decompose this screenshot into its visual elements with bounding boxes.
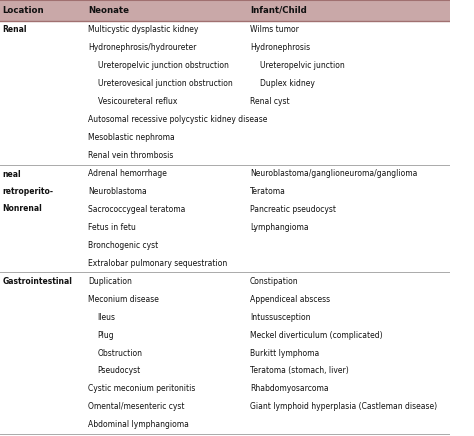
Text: Sacrococcygeal teratoma: Sacrococcygeal teratoma	[88, 205, 185, 214]
Text: Renal: Renal	[2, 25, 27, 34]
Text: Renal vein thrombosis: Renal vein thrombosis	[88, 151, 173, 160]
Text: Duplex kidney: Duplex kidney	[260, 79, 315, 88]
Text: Constipation: Constipation	[250, 277, 299, 286]
Text: Pancreatic pseudocyst: Pancreatic pseudocyst	[250, 205, 336, 214]
Text: Nonrenal: Nonrenal	[2, 204, 42, 213]
Text: Ureteropelvic junction: Ureteropelvic junction	[260, 61, 345, 70]
Text: Mesoblastic nephroma: Mesoblastic nephroma	[88, 133, 174, 142]
Text: Rhabdomyosarcoma: Rhabdomyosarcoma	[250, 385, 328, 393]
Text: Pseudocyst: Pseudocyst	[98, 367, 141, 375]
Text: Vesicoureteral reflux: Vesicoureteral reflux	[98, 97, 177, 106]
Text: retroperito-: retroperito-	[2, 187, 53, 196]
Text: Multicystic dysplastic kidney: Multicystic dysplastic kidney	[88, 25, 198, 34]
Text: Neonate: Neonate	[88, 6, 129, 15]
Text: Neuroblastoma: Neuroblastoma	[88, 187, 146, 196]
Text: Intussusception: Intussusception	[250, 313, 310, 322]
Text: Infant/Child: Infant/Child	[250, 6, 307, 15]
Text: Wilms tumor: Wilms tumor	[250, 25, 299, 34]
Text: Meconium disease: Meconium disease	[88, 295, 159, 304]
Text: Duplication: Duplication	[88, 277, 132, 286]
Text: Adrenal hemorrhage: Adrenal hemorrhage	[88, 169, 167, 178]
Text: Ureteropelvic junction obstruction: Ureteropelvic junction obstruction	[98, 61, 228, 70]
Text: Abdominal lymphangioma: Abdominal lymphangioma	[88, 420, 189, 429]
Text: Omental/mesenteric cyst: Omental/mesenteric cyst	[88, 402, 184, 412]
Text: Bronchogenic cyst: Bronchogenic cyst	[88, 241, 158, 250]
Text: Location: Location	[2, 6, 44, 15]
Text: Hydronephrosis: Hydronephrosis	[250, 43, 310, 52]
Text: Lymphangioma: Lymphangioma	[250, 223, 309, 232]
Bar	[0, 0, 450, 21]
Text: Ureterovesical junction obstruction: Ureterovesical junction obstruction	[98, 79, 232, 88]
Text: Extralobar pulmonary sequestration: Extralobar pulmonary sequestration	[88, 259, 227, 268]
Text: Teratoma: Teratoma	[250, 187, 286, 196]
Text: Gastrointestinal: Gastrointestinal	[2, 277, 72, 286]
Text: Burkitt lymphoma: Burkitt lymphoma	[250, 348, 319, 358]
Text: Teratoma (stomach, liver): Teratoma (stomach, liver)	[250, 367, 349, 375]
Text: neal: neal	[2, 170, 21, 179]
Text: Autosomal recessive polycystic kidney disease: Autosomal recessive polycystic kidney di…	[88, 115, 267, 124]
Text: Obstruction: Obstruction	[98, 348, 143, 358]
Text: Fetus in fetu: Fetus in fetu	[88, 223, 136, 232]
Text: Hydronephrosis/hydroureter: Hydronephrosis/hydroureter	[88, 43, 196, 52]
Text: Ileus: Ileus	[98, 313, 116, 322]
Text: Giant lymphoid hyperplasia (Castleman disease): Giant lymphoid hyperplasia (Castleman di…	[250, 402, 437, 412]
Text: Meckel diverticulum (complicated): Meckel diverticulum (complicated)	[250, 330, 383, 340]
Text: Renal cyst: Renal cyst	[250, 97, 290, 106]
Text: Appendiceal abscess: Appendiceal abscess	[250, 295, 330, 304]
Text: Plug: Plug	[98, 330, 114, 340]
Text: Neuroblastoma/ganglioneuroma/ganglioma: Neuroblastoma/ganglioneuroma/ganglioma	[250, 169, 417, 178]
Text: Cystic meconium peritonitis: Cystic meconium peritonitis	[88, 385, 195, 393]
